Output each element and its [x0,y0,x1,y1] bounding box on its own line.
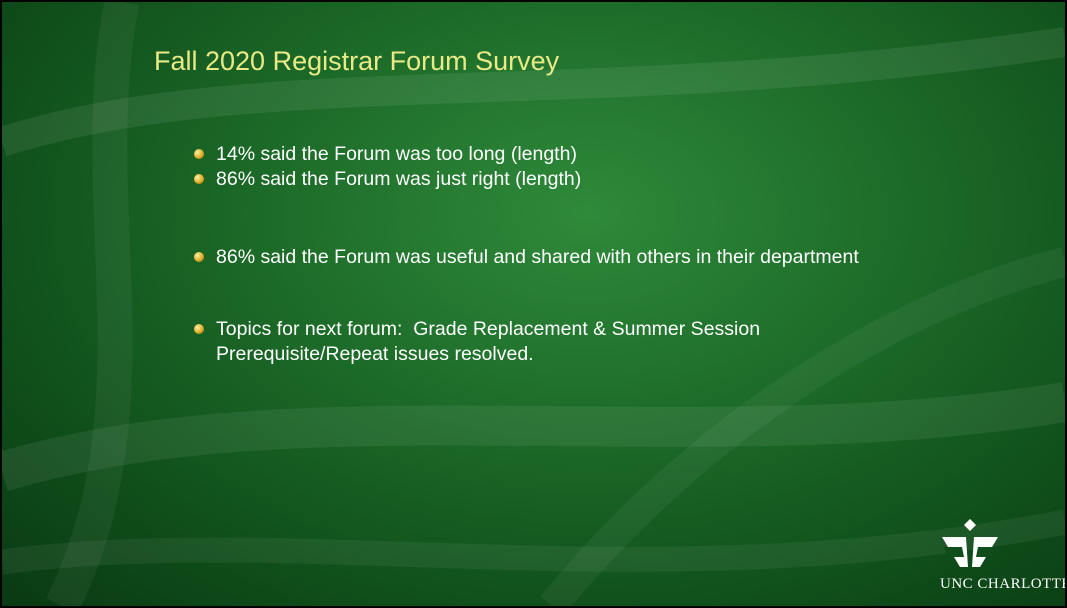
bullet-list: 14% said the Forum was too long (length)… [192,142,872,367]
bullet: Topics for next forum: Grade Replacement… [192,317,866,367]
slide-title: Fall 2020 Registrar Forum Survey [154,46,560,76]
bullet: 86% said the Forum was useful and shared… [192,245,866,270]
logo-text: UNC CHARLOTTE [940,576,1067,592]
logo-mark [942,519,998,567]
bullet: 14% said the Forum was too long (length) [192,142,866,167]
bullet: 86% said the Forum was just right (lengt… [192,167,866,192]
